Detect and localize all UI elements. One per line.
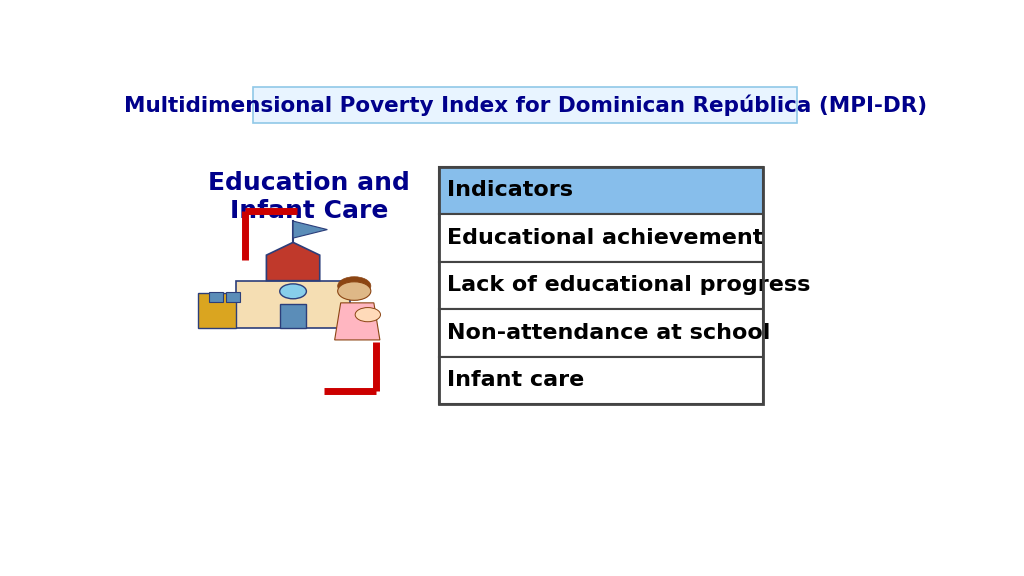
- Circle shape: [355, 308, 381, 322]
- Text: Lack of educational progress: Lack of educational progress: [447, 275, 810, 295]
- Text: Infant care: Infant care: [447, 370, 585, 391]
- Text: Education and
Infant Care: Education and Infant Care: [208, 171, 410, 223]
- Circle shape: [338, 276, 371, 295]
- Polygon shape: [266, 242, 319, 281]
- FancyBboxPatch shape: [439, 357, 763, 404]
- Bar: [226, 293, 240, 302]
- Bar: [198, 293, 236, 328]
- Polygon shape: [293, 221, 328, 238]
- FancyBboxPatch shape: [439, 214, 763, 262]
- Text: Indicators: Indicators: [447, 180, 573, 200]
- Bar: [209, 293, 222, 302]
- Polygon shape: [335, 303, 380, 340]
- FancyBboxPatch shape: [253, 87, 797, 123]
- Bar: [280, 304, 306, 328]
- Bar: [236, 281, 350, 328]
- FancyBboxPatch shape: [439, 166, 763, 214]
- Circle shape: [280, 284, 306, 299]
- FancyBboxPatch shape: [439, 262, 763, 309]
- Text: Educational achievement: Educational achievement: [447, 228, 764, 248]
- Circle shape: [338, 282, 371, 300]
- FancyBboxPatch shape: [439, 309, 763, 357]
- Text: Non-attendance at school: Non-attendance at school: [447, 323, 770, 343]
- Text: Multidimensional Poverty Index for Dominican República (MPI-DR): Multidimensional Poverty Index for Domin…: [124, 94, 927, 116]
